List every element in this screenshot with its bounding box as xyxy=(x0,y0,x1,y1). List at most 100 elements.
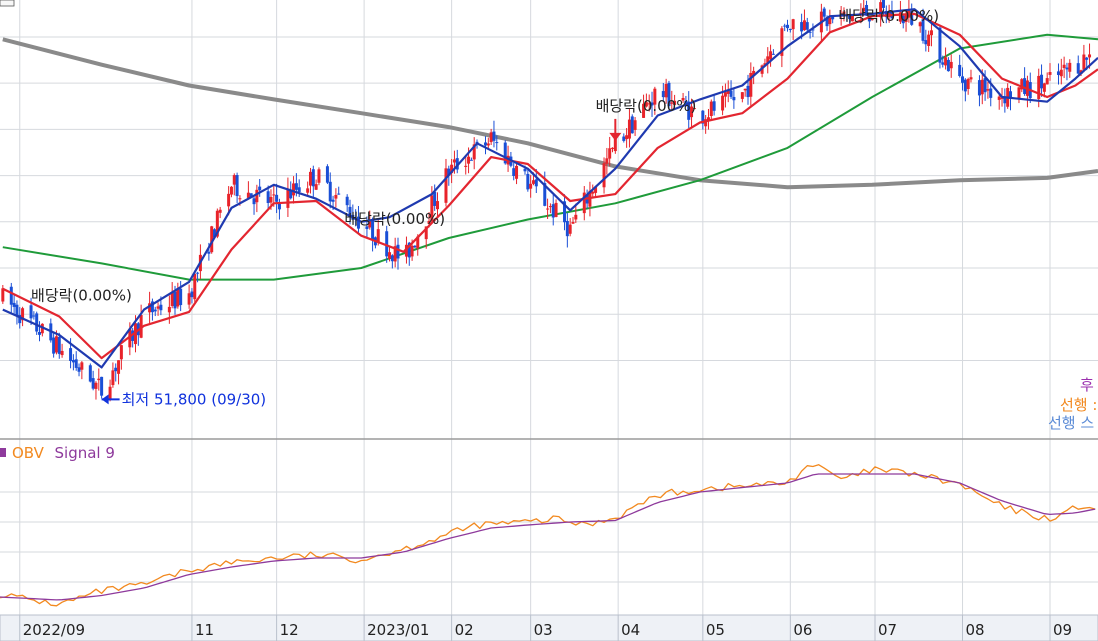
candle-body xyxy=(396,244,400,259)
candle-body xyxy=(802,20,806,31)
candle-body xyxy=(769,51,773,60)
candle-body xyxy=(111,370,115,386)
candle-body xyxy=(661,91,665,98)
candle-body xyxy=(159,304,163,311)
candle-body xyxy=(531,180,535,184)
candle-body xyxy=(472,144,476,160)
candle-body xyxy=(788,28,792,30)
x-axis-label: 09 xyxy=(1053,621,1072,639)
candle-body xyxy=(235,175,239,197)
x-axis-label: 06 xyxy=(793,621,812,639)
candle-body xyxy=(726,91,730,94)
candle-body xyxy=(467,156,471,164)
candle-body xyxy=(608,148,612,159)
candle-body xyxy=(455,158,459,170)
candle-body xyxy=(653,88,657,105)
candle-body xyxy=(746,85,750,98)
candle-body xyxy=(388,252,392,259)
candle-body xyxy=(862,7,866,12)
candle-body xyxy=(35,313,39,332)
x-axis-label: 02 xyxy=(455,621,474,639)
candle-body xyxy=(865,4,869,16)
candle-body xyxy=(1076,63,1080,74)
candle-body xyxy=(667,82,671,107)
candle-body xyxy=(523,168,527,172)
candle-body xyxy=(311,169,315,187)
candle-body xyxy=(828,17,832,25)
candle-body xyxy=(77,367,81,372)
candle-body xyxy=(529,183,533,189)
indicator-legend-item: OBV xyxy=(12,444,45,462)
candle-body xyxy=(881,0,885,8)
candle-body xyxy=(526,173,530,190)
candle-body xyxy=(495,142,499,144)
corner-box-icon[interactable] xyxy=(0,0,15,7)
candle-body xyxy=(114,367,118,372)
candle-body xyxy=(1020,79,1024,90)
candle-body xyxy=(938,27,942,63)
candle-body xyxy=(29,305,33,319)
candle-body xyxy=(898,12,902,22)
candle-body xyxy=(238,198,242,200)
ex-dividend-annotation: 배당락(0.00%) xyxy=(838,7,939,25)
candle-body xyxy=(255,189,259,203)
candle-body xyxy=(721,95,725,111)
candle-body xyxy=(808,31,812,33)
candle-body xyxy=(176,288,180,307)
candle-body xyxy=(71,360,75,363)
candle-body xyxy=(986,89,990,91)
candle-body xyxy=(94,382,98,389)
candle-body xyxy=(515,165,519,179)
candle-body xyxy=(325,166,329,183)
candle-body xyxy=(376,229,380,243)
candle-body xyxy=(800,22,804,32)
candle-body xyxy=(483,142,487,146)
candle-body xyxy=(213,229,217,238)
candle-body xyxy=(673,100,677,105)
candle-body xyxy=(232,175,236,185)
x-axis-label: 2022/09 xyxy=(23,621,85,639)
candle-body xyxy=(771,53,775,55)
candle-body xyxy=(190,291,194,298)
right-legend-item: 선행 스 xyxy=(1048,414,1094,432)
x-axis: 2022/09 11 12 2023/01 02 03 04 05 06 07 08 09 xyxy=(19,615,1072,641)
candle-body xyxy=(436,201,440,210)
candle-body xyxy=(822,8,826,17)
candle-body xyxy=(929,30,933,36)
candle-body xyxy=(294,183,298,190)
candle-body xyxy=(969,77,973,80)
candle-body xyxy=(249,193,253,198)
candle-body xyxy=(551,204,555,218)
candle-body xyxy=(416,236,420,249)
candle-body xyxy=(1000,97,1004,99)
candle-body xyxy=(664,83,668,98)
candle-body xyxy=(879,2,883,18)
candle-body xyxy=(684,100,688,104)
candle-body xyxy=(275,194,279,202)
candle-body xyxy=(450,164,454,174)
candle-body xyxy=(563,201,567,223)
candle-body xyxy=(647,103,651,105)
candle-body xyxy=(630,116,634,134)
candle-body xyxy=(196,272,200,274)
chart-grid xyxy=(0,0,1098,615)
candle-body xyxy=(963,79,967,92)
candle-body xyxy=(1040,74,1044,89)
candle-body xyxy=(427,220,431,224)
candle-body xyxy=(946,59,950,72)
indicator-panel: OBV Signal 9 xyxy=(0,444,1096,607)
candle-body xyxy=(57,336,61,354)
candle-body xyxy=(215,210,219,237)
candle-body xyxy=(464,165,468,167)
candle-body xyxy=(927,34,931,46)
candle-body xyxy=(100,376,104,396)
candle-body xyxy=(1062,64,1066,69)
candle-body xyxy=(1065,67,1069,70)
candle-body xyxy=(97,378,101,381)
candle-body xyxy=(227,193,231,207)
candle-body xyxy=(884,10,888,18)
candle-body xyxy=(424,226,428,240)
x-axis-label: 05 xyxy=(706,621,725,639)
candle-body xyxy=(229,186,233,195)
